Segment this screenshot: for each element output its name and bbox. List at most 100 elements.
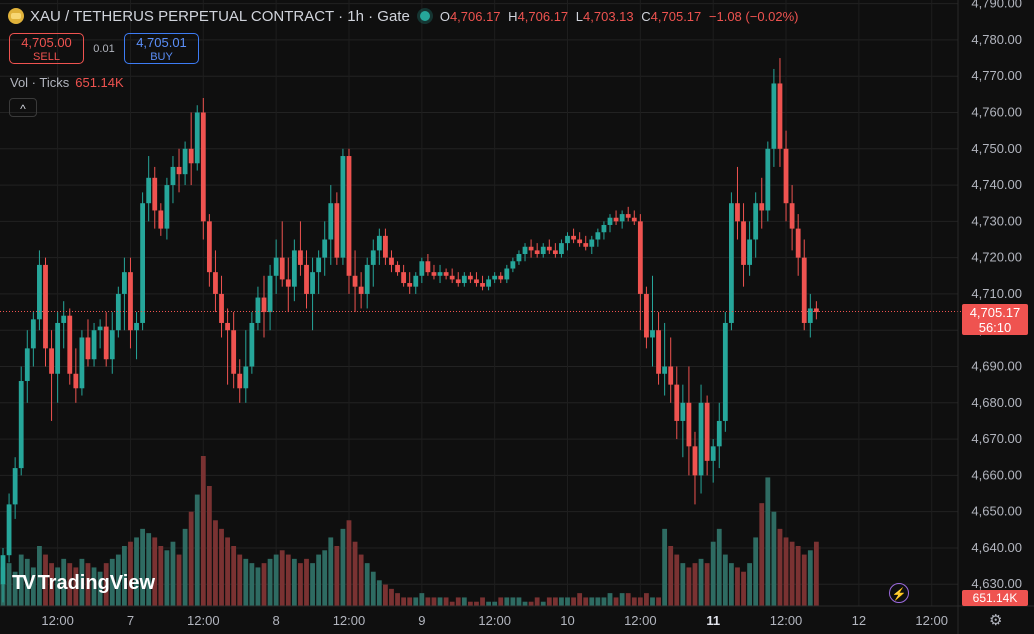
candle-body bbox=[401, 272, 407, 284]
candle-body bbox=[261, 297, 267, 313]
volume-bar bbox=[565, 597, 570, 606]
candle-body bbox=[103, 326, 109, 360]
volume-bar bbox=[704, 563, 710, 606]
candle-body bbox=[443, 272, 449, 276]
candle-body bbox=[395, 264, 400, 273]
candle-body bbox=[528, 246, 534, 251]
volume-bar bbox=[656, 597, 661, 606]
candle-body bbox=[607, 217, 613, 225]
candle-body bbox=[431, 272, 437, 276]
volume-bar bbox=[522, 601, 528, 606]
candle-body bbox=[461, 275, 467, 284]
candle-body bbox=[267, 275, 273, 313]
volume-bar bbox=[722, 554, 728, 606]
y-tick-label: 4,770.00 bbox=[971, 68, 1022, 83]
volume-bar bbox=[741, 571, 746, 606]
volume-bar bbox=[729, 563, 734, 606]
volume-bar bbox=[461, 597, 467, 606]
candle-body bbox=[789, 203, 795, 229]
candle-body bbox=[30, 319, 36, 349]
candle-body bbox=[310, 272, 315, 294]
lightning-icon[interactable]: ⚡ bbox=[889, 583, 909, 603]
volume-bar bbox=[474, 601, 479, 606]
volume-bar bbox=[449, 601, 455, 606]
volume-legend[interactable]: Vol · Ticks 651.14K bbox=[10, 75, 124, 90]
sell-button[interactable]: 4,705.00 SELL bbox=[9, 33, 84, 64]
chevron-up-icon: ^ bbox=[20, 102, 26, 116]
candle-body bbox=[12, 468, 18, 505]
volume-bar bbox=[370, 571, 376, 606]
x-tick-label: 8 bbox=[273, 613, 280, 628]
collapse-legend-button[interactable]: ^ bbox=[9, 98, 37, 117]
candle-body bbox=[322, 239, 328, 258]
candle-body bbox=[741, 221, 746, 265]
y-tick-label: 4,710.00 bbox=[971, 286, 1022, 301]
candle-body bbox=[389, 257, 394, 265]
y-tick-label: 4,760.00 bbox=[971, 104, 1022, 119]
candle-body bbox=[249, 322, 255, 367]
y-tick-label: 4,720.00 bbox=[971, 250, 1022, 265]
volume-bar bbox=[662, 528, 668, 606]
volume-bar bbox=[158, 546, 164, 606]
candle-body bbox=[467, 275, 473, 280]
volume-bar bbox=[552, 597, 558, 606]
volume-bar bbox=[528, 601, 534, 606]
volume-bar bbox=[134, 537, 139, 606]
volume-bar bbox=[304, 558, 309, 606]
volume-bar bbox=[637, 597, 643, 606]
y-tick-label: 4,790.00 bbox=[971, 0, 1022, 11]
volume-bar bbox=[735, 567, 740, 606]
ohlc-values: O4,706.17 H4,706.17 L4,703.13 C4,705.17 … bbox=[440, 9, 803, 24]
volume-bar bbox=[504, 597, 510, 606]
volume-bar bbox=[486, 601, 491, 606]
volume-bar bbox=[540, 601, 546, 606]
volume-bar bbox=[358, 554, 364, 606]
candle-body bbox=[140, 203, 146, 323]
sell-label: SELL bbox=[33, 51, 60, 63]
volume-legend-value: 651.14K bbox=[75, 75, 124, 90]
volume-bar bbox=[115, 554, 121, 606]
tradingview-logo[interactable]: TV TradingView bbox=[12, 572, 155, 595]
volume-bar bbox=[571, 597, 576, 606]
candle-body bbox=[225, 322, 230, 331]
volume-bar bbox=[279, 550, 285, 606]
volume-bar bbox=[619, 593, 625, 606]
volume-bar bbox=[467, 601, 473, 606]
volume-bar bbox=[352, 541, 358, 606]
volume-bar bbox=[644, 593, 649, 606]
volume-bar bbox=[431, 597, 437, 606]
volume-bar bbox=[710, 541, 716, 606]
candle-body bbox=[291, 250, 297, 287]
volume-bar bbox=[437, 597, 443, 606]
candle-body bbox=[279, 257, 285, 280]
candle-body bbox=[231, 330, 237, 374]
settings-gear-icon[interactable]: ⚙ bbox=[989, 612, 1003, 629]
candle-body bbox=[680, 402, 686, 421]
volume-bar bbox=[753, 537, 759, 606]
volume-bar bbox=[607, 593, 613, 606]
symbol-title[interactable]: XAU / TETHERUS PERPETUAL CONTRACT · 1h ·… bbox=[30, 7, 410, 25]
candle-body bbox=[674, 384, 680, 421]
volume-bar bbox=[188, 511, 194, 606]
volume-bar bbox=[559, 597, 564, 606]
candle-body bbox=[559, 243, 564, 255]
buy-button[interactable]: 4,705.01 BUY bbox=[124, 33, 199, 64]
candle-body bbox=[0, 555, 6, 585]
candle-body bbox=[735, 203, 740, 222]
volume-bar bbox=[37, 546, 42, 606]
x-tick-label: 12:00 bbox=[770, 613, 803, 628]
candle-body bbox=[716, 420, 722, 447]
volume-bar bbox=[625, 593, 631, 606]
trade-panel: 4,705.00 SELL 0.01 4,705.01 BUY bbox=[9, 33, 199, 64]
candle-body bbox=[213, 272, 218, 294]
candle-body bbox=[273, 257, 279, 276]
candle-body bbox=[370, 250, 376, 265]
volume-bar bbox=[407, 597, 413, 606]
x-tick-label: 12:00 bbox=[624, 613, 657, 628]
volume-bar bbox=[285, 554, 291, 606]
volume-bar bbox=[813, 541, 819, 606]
volume-bar bbox=[692, 563, 698, 606]
x-tick-label: 12 bbox=[852, 613, 866, 628]
volume-legend-label: Vol · Ticks bbox=[10, 75, 70, 90]
